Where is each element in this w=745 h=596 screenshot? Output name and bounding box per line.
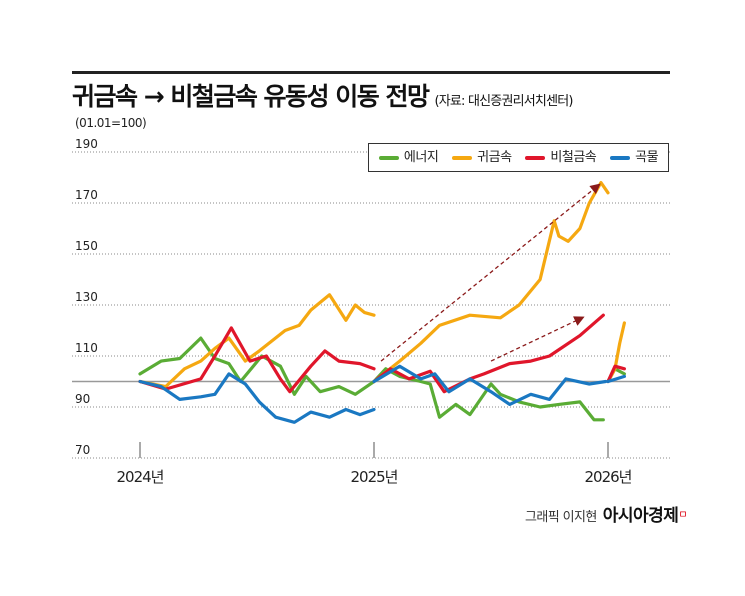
brand-mark-icon: ㅁ xyxy=(678,510,687,521)
legend-label: 비철금속 xyxy=(550,150,597,165)
legend: 에너지 귀금속 비철금속 곡물 xyxy=(368,143,669,172)
legend-swatch xyxy=(525,155,546,160)
series-line xyxy=(606,364,627,384)
trend-arrow xyxy=(380,183,601,362)
y-tick-label: 150 xyxy=(75,239,98,253)
credit: 그래픽 이지현 아시아경제ㅁ xyxy=(524,506,688,528)
series-line xyxy=(372,364,608,406)
series-line xyxy=(138,326,376,394)
y-tick-label: 70 xyxy=(75,443,90,457)
title-rule xyxy=(72,71,670,74)
y-tick-label: 130 xyxy=(75,290,98,304)
x-tick-label: 2026년 xyxy=(585,468,632,486)
credit-text: 그래픽 이지현 xyxy=(524,510,597,525)
title-text: 귀금속 → 비철금속 유동성 이동 전망 xyxy=(72,82,430,111)
series-line xyxy=(138,372,376,424)
legend-label: 귀금속 xyxy=(477,150,512,165)
y-tick-label: 90 xyxy=(75,392,90,406)
legend-item-precious-metals: 귀금속 xyxy=(452,150,512,165)
legend-item-energy: 에너지 xyxy=(378,150,439,165)
series-line xyxy=(138,293,376,389)
legend-swatch xyxy=(452,155,473,160)
series-line xyxy=(372,367,605,422)
y-tick-label: 190 xyxy=(75,137,98,151)
x-tick-label: 2025년 xyxy=(351,468,398,486)
source-text: (자료: 대신증권리서치센터) xyxy=(434,94,573,109)
chart-title: 귀금속 → 비철금속 유동성 이동 전망 (자료: 대신증권리서치센터) xyxy=(72,82,573,117)
trend-arrow xyxy=(490,316,585,362)
y-tick-label: 110 xyxy=(75,341,98,355)
legend-swatch xyxy=(378,155,399,160)
legend-label: 에너지 xyxy=(403,150,439,165)
y-tick-label: 170 xyxy=(75,188,98,202)
series-line xyxy=(372,313,605,394)
x-tick-label: 2024년 xyxy=(117,468,164,486)
legend-label: 곡물 xyxy=(635,150,659,165)
legend-swatch xyxy=(610,155,631,160)
series-line xyxy=(372,181,610,384)
brand-logo: 아시아경제 xyxy=(602,506,679,526)
legend-item-base-metals: 비철금속 xyxy=(525,150,597,165)
legend-item-grains: 곡물 xyxy=(610,150,659,165)
series-line xyxy=(606,374,627,384)
unit-label: (01.01=100) xyxy=(75,116,147,130)
